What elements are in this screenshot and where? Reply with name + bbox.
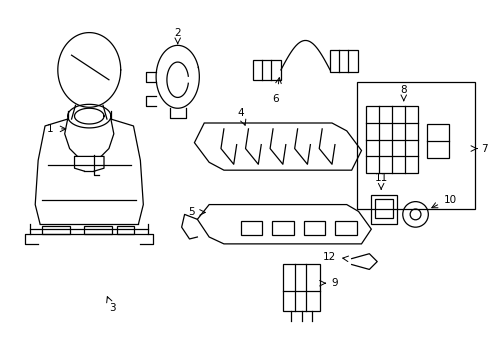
Bar [366, 106, 417, 173]
Text: 1: 1 [46, 124, 53, 134]
Text: 11: 11 [374, 173, 387, 183]
Bar [271, 221, 293, 235]
Bar [240, 221, 262, 235]
Bar [374, 199, 392, 218]
Bar [303, 221, 325, 235]
Text: 12: 12 [322, 252, 335, 262]
Text: 6: 6 [272, 94, 279, 104]
Text: 2: 2 [174, 28, 181, 37]
Bar [427, 124, 448, 158]
Bar [42, 226, 69, 234]
Bar [370, 195, 396, 224]
Bar [282, 264, 320, 311]
Bar [253, 60, 280, 80]
Text: 7: 7 [480, 144, 487, 154]
Text: 5: 5 [188, 207, 194, 217]
Bar [84, 226, 112, 234]
Text: 4: 4 [237, 108, 244, 118]
Text: 9: 9 [331, 278, 338, 288]
Bar [356, 82, 473, 210]
Bar [329, 50, 357, 72]
Text: 10: 10 [443, 195, 456, 204]
Text: 3: 3 [109, 303, 116, 313]
Bar [117, 226, 134, 234]
Text: 8: 8 [400, 85, 406, 95]
Bar [334, 221, 356, 235]
